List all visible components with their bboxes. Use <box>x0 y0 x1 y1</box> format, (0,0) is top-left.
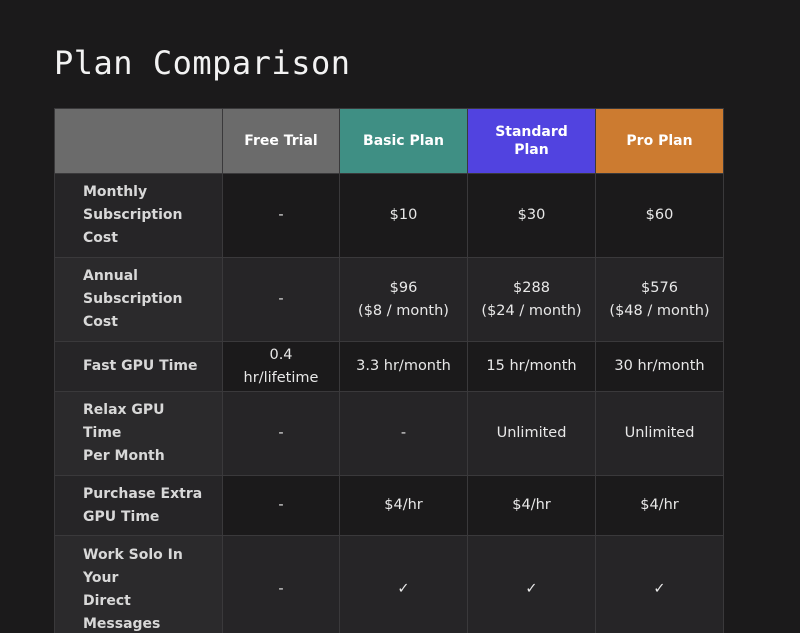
header-standard-plan: Standard Plan <box>467 108 596 174</box>
table-row: Fast GPU Time 0.4 hr/lifetime 3.3 hr/mon… <box>54 341 724 392</box>
row-label-monthly-cost: Monthly Subscription Cost <box>54 173 223 258</box>
header-corner-cell <box>54 108 223 174</box>
header-free-trial: Free Trial <box>222 108 340 174</box>
row-label-fast-gpu-time: Fast GPU Time <box>54 341 223 392</box>
table-cell: 15 hr/month <box>467 341 596 392</box>
table-cell: - <box>222 391 340 476</box>
header-pro-plan: Pro Plan <box>595 108 724 174</box>
table-cell: Unlimited <box>467 391 596 476</box>
table-cell: $30 <box>467 173 596 258</box>
table-cell: - <box>222 257 340 342</box>
table-row: Work Solo In Your Direct Messages - ✓ ✓ … <box>54 535 724 633</box>
table-cell: $10 <box>339 173 468 258</box>
check-icon: ✓ <box>467 535 596 633</box>
table-header-row: Free Trial Basic Plan Standard Plan Pro … <box>54 108 724 174</box>
table-cell: - <box>339 391 468 476</box>
table-row: Monthly Subscription Cost - $10 $30 $60 <box>54 173 724 258</box>
row-label-annual-cost: Annual Subscription Cost <box>54 257 223 342</box>
row-label-extra-gpu-time: Purchase Extra GPU Time <box>54 475 223 536</box>
check-icon: ✓ <box>339 535 468 633</box>
table-row: Annual Subscription Cost - $96 ($8 / mon… <box>54 257 724 342</box>
table-cell: $4/hr <box>467 475 596 536</box>
table-cell: - <box>222 535 340 633</box>
table-cell: $4/hr <box>595 475 724 536</box>
table-row: Purchase Extra GPU Time - $4/hr $4/hr $4… <box>54 475 724 536</box>
header-basic-plan: Basic Plan <box>339 108 468 174</box>
table-cell: - <box>222 475 340 536</box>
check-icon: ✓ <box>595 535 724 633</box>
table-cell: 30 hr/month <box>595 341 724 392</box>
plan-comparison-table: Free Trial Basic Plan Standard Plan Pro … <box>54 108 724 633</box>
page-title: Plan Comparison <box>54 44 351 82</box>
row-label-work-solo: Work Solo In Your Direct Messages <box>54 535 223 633</box>
table-cell: $96 ($8 / month) <box>339 257 468 342</box>
table-cell: - <box>222 173 340 258</box>
table-cell: Unlimited <box>595 391 724 476</box>
table-cell: 0.4 hr/lifetime <box>222 341 340 392</box>
table-cell: $288 ($24 / month) <box>467 257 596 342</box>
table-cell: $4/hr <box>339 475 468 536</box>
table-row: Relax GPU Time Per Month - - Unlimited U… <box>54 391 724 476</box>
table-cell: $576 ($48 / month) <box>595 257 724 342</box>
table-cell: 3.3 hr/month <box>339 341 468 392</box>
table-cell: $60 <box>595 173 724 258</box>
row-label-relax-gpu-time: Relax GPU Time Per Month <box>54 391 223 476</box>
